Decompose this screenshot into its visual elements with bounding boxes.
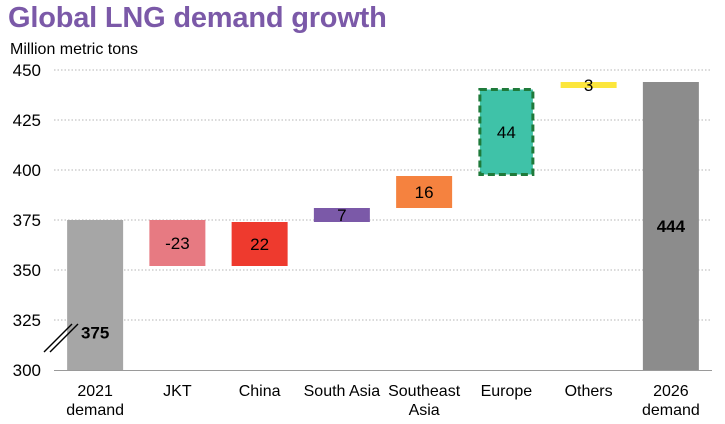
data-label-7: 444 [657,217,686,236]
data-label-6: 3 [584,76,593,95]
y-tick-label-425: 425 [13,111,41,130]
bar-jkt [149,220,206,266]
bar-china [231,222,288,266]
x-category-label-0: 2021 demand [66,383,124,419]
bar-europe [478,88,535,176]
y-tick-label-375: 375 [13,211,41,230]
x-category-label-2: China [239,383,281,400]
data-label-5: 44 [497,123,516,142]
data-label-1: -23 [165,234,190,253]
y-axis-label: Million metric tons [10,41,138,58]
bar-others [560,82,617,88]
x-category-label-3: South Asia [304,383,381,400]
x-axis-categories: 2021 demand JKT China South Asia Southeast Asi… [66,383,700,419]
y-axis-ticks: 300 325 350 375 400 425 450 [13,61,41,380]
x-category-label-4: Southeast Asia [388,383,461,419]
axis-break-line-2 [49,323,79,353]
axis-break-line-1 [43,323,73,353]
bar-southeast-asia [396,176,453,208]
y-tick-label-450: 450 [13,61,41,80]
axis-break-mark [43,323,79,353]
bar-2026-demand [642,82,699,370]
data-label-0: 375 [81,324,109,343]
y-tick-label-350: 350 [13,261,41,280]
data-label-4: 16 [415,183,434,202]
x-category-label-7: 2026 demand [642,383,700,419]
x-category-label-6: Others [565,383,613,400]
x-category-label-5: Europe [481,383,533,400]
bars [67,82,699,370]
y-tick-label-400: 400 [13,161,41,180]
data-labels: 375 -23 22 7 16 44 3 444 [81,76,686,343]
x-category-label-1: JKT [163,383,192,400]
y-tick-label-300: 300 [13,361,41,380]
y-tick-label-325: 325 [13,311,41,330]
bar-2021-demand [67,220,124,370]
data-label-3: 7 [337,206,346,225]
chart-title: Global LNG demand growth [8,2,387,34]
data-label-2: 22 [250,235,269,254]
bar-south-asia [313,208,370,222]
